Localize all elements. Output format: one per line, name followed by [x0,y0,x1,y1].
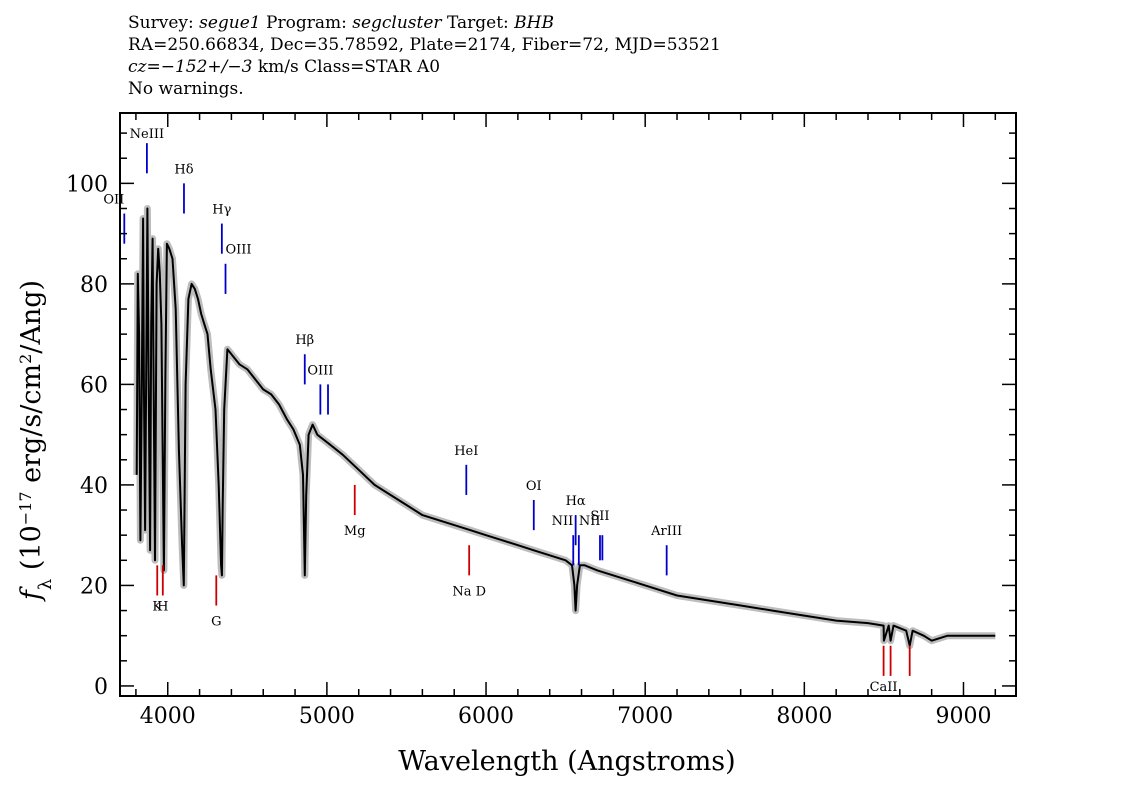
y-axis-subscript: λ [35,579,56,590]
spectral-line-label: K [152,600,162,615]
y-tick-label: 40 [80,474,108,499]
spectrum-error-line [133,205,996,650]
spectral-line-label: OI [526,479,542,494]
header-line-2: RA=250.66834, Dec=35.78592, Plate=2174, … [128,35,721,55]
header-line-1: Survey: segue1 Program: segcluster Targe… [128,12,721,34]
spectral-line-label: G [211,615,221,630]
survey-label: Survey: [128,13,194,33]
y-axis-exponent: −17 [16,491,35,525]
x-tick-label: 8000 [776,704,832,729]
spectral-line-label: Hγ [212,203,231,218]
y-tick-label: 0 [94,675,108,700]
spectral-line-label: ArIII [650,524,682,539]
y-axis-tail: /Ang) [16,280,47,354]
y-axis-mid: (10 [16,525,47,578]
spectral-line-label: NII [579,514,601,529]
cz-rest: km/s Class=STAR A0 [252,57,441,77]
spectral-line-label: Mg [344,524,366,539]
spectral-line-label: Hβ [295,333,314,348]
y-tick-label: 20 [80,574,108,599]
y-tick-label: 60 [80,373,108,398]
error-band [133,205,996,650]
spectral-line-label: CaII [870,680,898,695]
spectral-line-label: Hδ [174,162,193,177]
spectrum-series-layer [135,207,996,647]
cz-value: −152+/−3 [160,57,253,77]
survey-value: segue1 [199,13,261,33]
spectral-line-label: Na D [452,584,486,599]
y-tick-label: 100 [66,172,108,197]
spectral-line-label: SII [590,509,609,524]
spectral-line-label: OIII [307,363,333,378]
header-line-4: No warnings. [128,79,244,99]
y-axis-symbol: f [16,586,47,602]
x-tick-label: 9000 [935,704,991,729]
x-tick-label: 7000 [617,704,673,729]
x-tick-label: 5000 [299,704,355,729]
program-label: Program: [266,13,347,33]
x-axis-title: Wavelength (Angstroms) [398,746,735,777]
x-tick-label: 6000 [458,704,514,729]
spectral-line-label: NII [552,514,574,529]
spectral-line-label: HeI [454,444,478,459]
program-value: segcluster [352,13,442,33]
x-tick-label: 4000 [140,704,196,729]
spectral-lines-layer: OIINeIIIHδHγOIIIHβOIIIHeIOINIIHαNIISIIAr… [103,127,911,695]
target-value: BHB [514,13,554,33]
y-axis-units: erg/s/cm [16,364,47,492]
y-tick-label: 80 [80,273,108,298]
y-axis-title: fλ (10−17 erg/s/cm2/Ang) [16,280,56,602]
axis-ticks: 4000 5000 6000 7000 8000 9000 0 20 40 60 80 100 [66,113,1016,729]
header-line-3: cz=−152+/−3 km/s Class=STAR A0 [128,56,721,78]
spectrum-line [135,207,996,647]
cz-label: cz= [128,57,161,77]
plot-frame [119,112,1017,697]
y-axis-exponent-2: 2 [16,354,35,364]
spectral-line-label: NeIII [130,127,164,142]
spectral-line-label: Hα [566,494,586,509]
spectrum-header: Survey: segue1 Program: segcluster Targe… [128,12,721,100]
spectral-line-label: H [157,600,168,615]
spectral-line-label: OIII [226,243,252,258]
target-label: Target: [446,13,509,33]
